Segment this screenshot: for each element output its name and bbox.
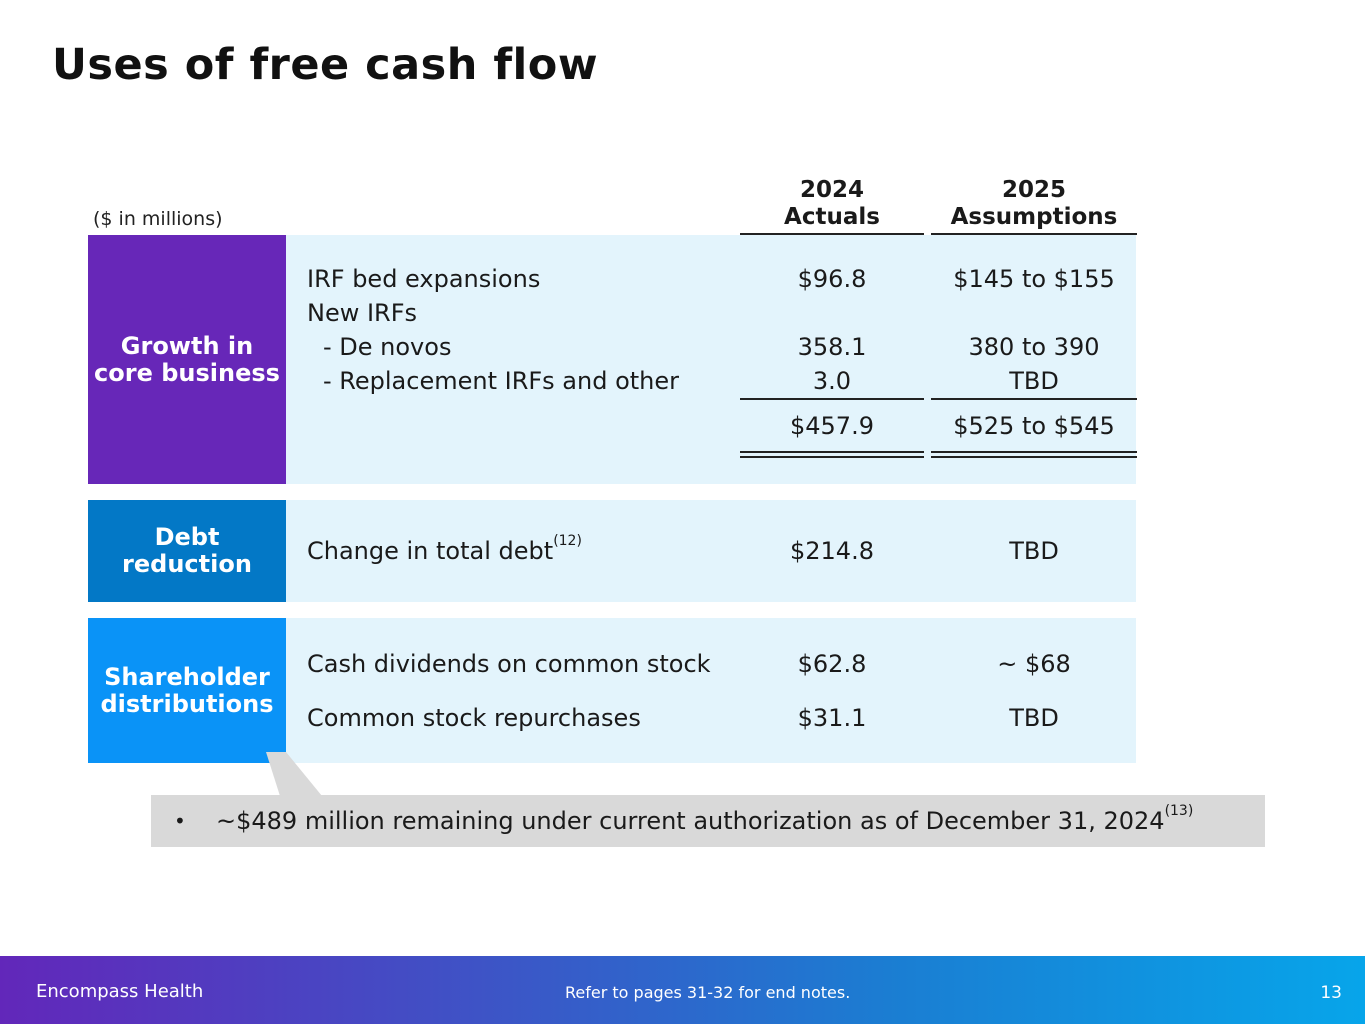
growth-section: Growth in core business (88, 235, 1136, 484)
row-label: New IRFs (307, 299, 418, 327)
subtotal-line (931, 398, 1137, 400)
total-double-line (740, 451, 924, 458)
shareholder-section: Shareholder distributions (88, 618, 1136, 763)
shareholder-section-label: Shareholder distributions (88, 618, 286, 763)
row-assumption: $145 to $155 (953, 265, 1115, 293)
footnote-marker: (12) (553, 533, 582, 549)
row-label: Cash dividends on common stock (307, 650, 711, 678)
header-underline (931, 233, 1137, 235)
column-header-assumptions: 2025 Assumptions (931, 177, 1137, 231)
total-actual: $457.9 (790, 412, 874, 440)
page-number: 13 (1320, 983, 1342, 1003)
company-name: Encompass Health (36, 981, 204, 1002)
page-title: Uses of free cash flow (52, 40, 599, 90)
debt-section: Debt reduction (88, 500, 1136, 602)
row-assumption: ~ $68 (997, 650, 1071, 678)
growth-section-label: Growth in core business (88, 235, 286, 484)
subtotal-line (740, 398, 924, 400)
column-header-actuals: 2024 Actuals (740, 177, 924, 231)
row-assumption: 380 to 390 (968, 333, 1100, 361)
section-label-line: Growth in (120, 331, 254, 360)
section-label-line: Shareholder (104, 662, 270, 691)
callout-text: ~$489 million remaining under current au… (216, 803, 1193, 835)
column-label: Actuals (784, 204, 880, 230)
footer-bar: Encompass Health Refer to pages 31-32 fo… (0, 956, 1365, 1024)
row-label: Common stock repurchases (307, 704, 641, 732)
debt-section-label: Debt reduction (88, 500, 286, 602)
row-actual: $62.8 (797, 650, 867, 678)
row-actual: 3.0 (812, 367, 852, 395)
row-assumption: TBD (1009, 537, 1059, 565)
section-label-line: reduction (122, 550, 252, 578)
section-label-line: distributions (100, 689, 274, 718)
row-assumption: TBD (1009, 704, 1059, 732)
row-actual: 358.1 (797, 333, 867, 361)
callout-text-body: ~$489 million remaining under current au… (216, 807, 1165, 835)
debt-row-text: Change in total debt (307, 537, 554, 565)
row-assumption: TBD (1009, 367, 1059, 395)
row-actual: $96.8 (797, 265, 867, 293)
bullet-icon: • (174, 809, 186, 833)
section-label-line: core business (94, 358, 280, 387)
units-note: ($ in millions) (93, 208, 223, 230)
row-label: - Replacement IRFs and other (323, 367, 680, 395)
row-actual: $214.8 (790, 537, 874, 565)
column-year: 2025 (1001, 177, 1066, 203)
end-notes-reference: Refer to pages 31-32 for end notes. (565, 983, 851, 1002)
row-label: Change in total debt(12) (307, 533, 582, 565)
total-assumption: $525 to $545 (953, 412, 1115, 440)
header-underline (740, 233, 924, 235)
column-label: Assumptions (950, 204, 1118, 230)
callout-pointer (266, 752, 322, 796)
footnote-marker: (13) (1164, 803, 1194, 819)
section-label-line: Debt (154, 523, 220, 551)
column-year: 2024 (799, 177, 864, 203)
total-double-line (931, 451, 1137, 458)
row-label: IRF bed expansions (307, 265, 541, 293)
row-label: - De novos (323, 333, 452, 361)
callout-box: • ~$489 million remaining under current … (151, 795, 1265, 847)
row-actual: $31.1 (797, 704, 867, 732)
